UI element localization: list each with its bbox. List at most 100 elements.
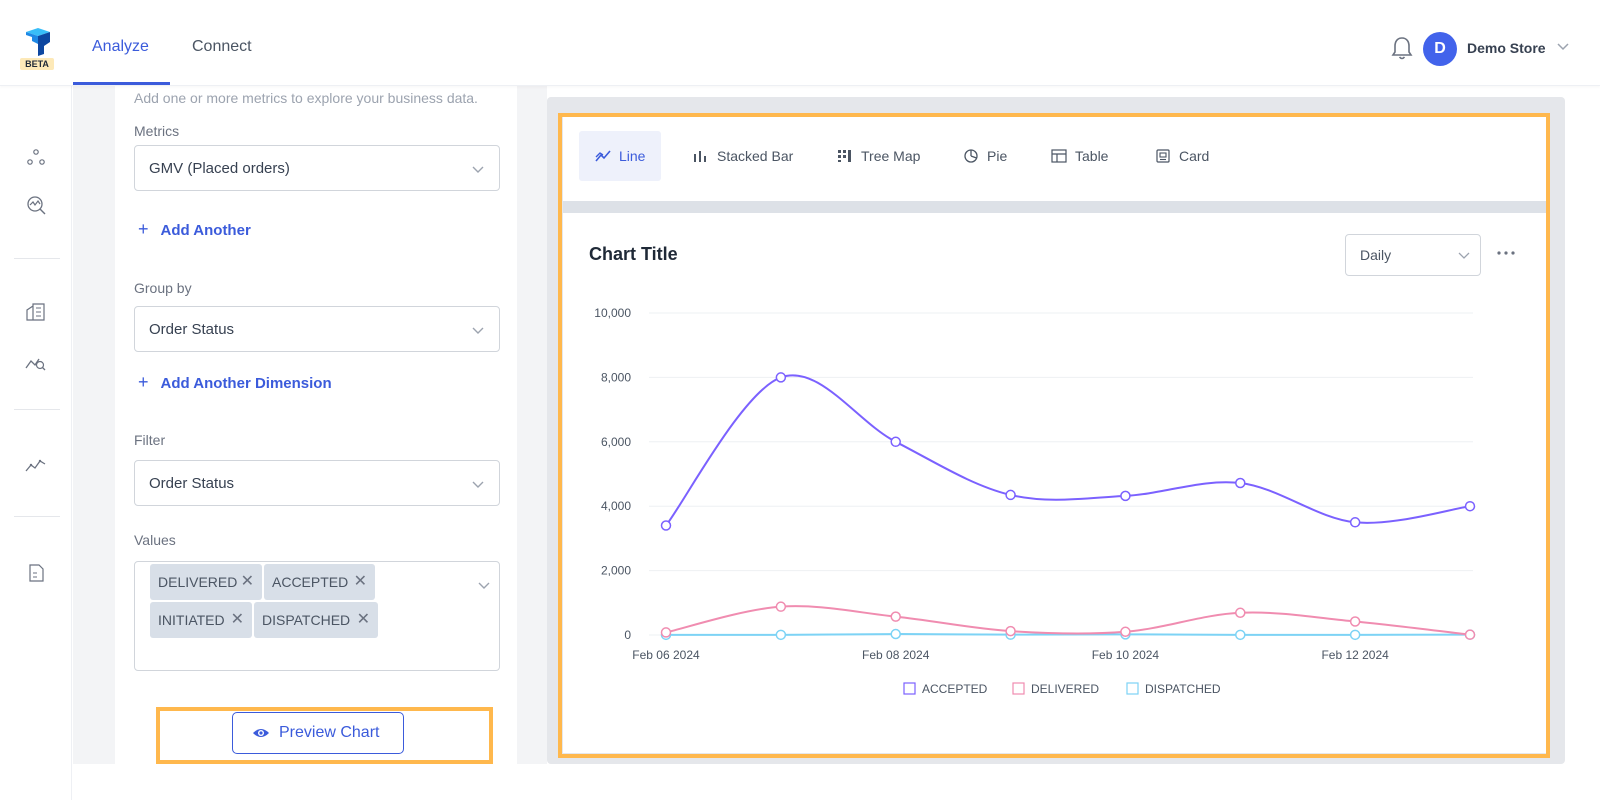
legend-label: DISPATCHED	[1145, 682, 1221, 696]
data-point	[1005, 625, 1016, 637]
data-point	[1464, 500, 1476, 512]
data-point	[660, 627, 672, 638]
eye-icon	[253, 729, 269, 737]
tab-analyze[interactable]: Analyze	[92, 38, 149, 55]
y-tick-label: 6,000	[601, 435, 631, 449]
values-multiselect[interactable]: DELIVERED ✕ ACCEPTED ✕ INITIATED ✕ DISPA…	[134, 561, 500, 671]
data-point	[1120, 626, 1131, 638]
trend-icon[interactable]	[24, 454, 48, 478]
cube-logo-icon	[26, 28, 50, 56]
data-point	[775, 372, 787, 383]
remove-chip-icon[interactable]: ✕	[240, 573, 254, 590]
store-name[interactable]: Demo Store	[1467, 40, 1546, 56]
remove-chip-icon[interactable]: ✕	[230, 611, 244, 628]
chip-label: INITIATED	[158, 612, 225, 628]
document-icon[interactable]	[24, 561, 48, 585]
nodes-icon[interactable]	[24, 146, 48, 170]
pie-icon	[964, 149, 978, 163]
legend-label: ACCEPTED	[922, 682, 988, 696]
metric-select[interactable]: GMV (Placed orders)	[134, 145, 500, 191]
data-point	[1120, 490, 1131, 502]
table-icon	[1051, 149, 1067, 163]
y-tick-label: 0	[624, 628, 631, 642]
chart-card: Line Stacked Bar Tree Map Pie	[563, 117, 1546, 753]
chart-tab-label: Tree Map	[861, 148, 921, 164]
series-line-accepted	[665, 374, 1471, 527]
rail-divider	[14, 516, 60, 517]
data-point	[775, 629, 787, 641]
chart-type-tabs: Line Stacked Bar Tree Map Pie	[563, 117, 1546, 201]
chart-tab-stacked-bar[interactable]: Stacked Bar	[677, 131, 809, 181]
chart-tab-tree-map[interactable]: Tree Map	[821, 131, 936, 181]
line-chart: 0 2,000 4,000 6,000 8,000 10,000 Feb 06 2024 Fe…	[594, 306, 1476, 696]
tab-connect[interactable]: Connect	[192, 38, 252, 55]
remove-chip-icon[interactable]: ✕	[353, 573, 367, 590]
metrics-label: Metrics	[134, 123, 180, 139]
content-gutter	[517, 86, 547, 764]
preview-chart-button[interactable]: Preview Chart	[232, 712, 404, 754]
y-tick-label: 4,000	[601, 499, 631, 513]
x-tick-label: Feb 12 2024	[1321, 648, 1389, 662]
chart-tab-table[interactable]: Table	[1035, 131, 1124, 181]
chart-tab-line[interactable]: Line	[579, 131, 662, 181]
chip-label: DISPATCHED	[262, 612, 351, 628]
period-select[interactable]: Daily	[1345, 234, 1481, 276]
line-chart-icon	[595, 150, 611, 162]
legend-swatch	[1012, 682, 1025, 695]
group-by-label: Group by	[134, 280, 192, 296]
search-analytics-icon[interactable]	[24, 193, 48, 217]
y-tick-label: 2,000	[601, 564, 631, 578]
period-select-value: Daily	[1360, 247, 1392, 263]
chevron-down-icon	[1458, 252, 1470, 259]
chevron-down-icon	[472, 166, 484, 173]
data-point	[890, 628, 901, 640]
chart-title[interactable]: Chart Title	[589, 244, 678, 264]
chart-search-icon[interactable]	[24, 350, 48, 374]
filter-select[interactable]: Order Status	[134, 460, 500, 506]
preview-chart-label: Preview Chart	[279, 724, 380, 741]
chevron-down-icon[interactable]	[1556, 42, 1570, 52]
x-tick-label: Feb 08 2024	[862, 648, 930, 662]
add-dimension-button[interactable]: + Add Another Dimension	[138, 372, 332, 393]
data-point	[660, 520, 672, 531]
value-chip-delivered: DELIVERED ✕	[150, 564, 262, 600]
left-gutter	[73, 86, 115, 764]
preview-highlight: Preview Chart	[156, 707, 493, 764]
bell-icon[interactable]	[1390, 35, 1414, 61]
app-logo[interactable]: BETA	[20, 26, 54, 70]
chip-label: ACCEPTED	[272, 574, 349, 590]
add-another-label: Add Another	[160, 222, 251, 239]
beta-badge: BETA	[20, 58, 54, 70]
y-tick-label: 8,000	[601, 370, 631, 384]
chevron-down-icon[interactable]	[477, 581, 491, 590]
top-nav: BETA Analyze Connect D Demo Store	[0, 0, 1600, 86]
filter-select-value: Order Status	[149, 475, 235, 492]
chart-tab-card[interactable]: Card	[1139, 131, 1225, 181]
rail-divider	[14, 258, 60, 259]
add-another-metric-button[interactable]: + Add Another	[138, 219, 251, 240]
data-point	[1235, 477, 1246, 489]
remove-chip-icon[interactable]: ✕	[356, 611, 370, 628]
value-chip-initiated: INITIATED ✕	[150, 602, 252, 638]
avatar[interactable]: D	[1423, 32, 1457, 66]
value-chip-dispatched: DISPATCHED ✕	[254, 602, 378, 638]
filter-label: Filter	[134, 432, 166, 448]
data-point	[775, 601, 787, 612]
chart-tab-pie[interactable]: Pie	[947, 131, 1023, 181]
chip-label: DELIVERED	[158, 574, 238, 590]
chart-tab-label: Line	[619, 148, 646, 164]
data-point	[890, 611, 901, 622]
data-point	[1349, 616, 1361, 627]
data-point	[1235, 607, 1246, 619]
series-line-dispatched	[665, 633, 1471, 636]
data-point	[1464, 629, 1476, 640]
chevron-down-icon	[472, 481, 484, 488]
more-options-icon[interactable]	[1495, 242, 1517, 264]
config-panel: Add one or more metrics to explore your …	[115, 86, 517, 800]
chart-tab-label: Table	[1075, 148, 1109, 164]
data-point	[1349, 517, 1361, 528]
data-point	[1349, 629, 1361, 641]
building-icon[interactable]	[24, 300, 48, 324]
group-by-select[interactable]: Order Status	[134, 306, 500, 352]
group-by-select-value: Order Status	[149, 321, 235, 338]
